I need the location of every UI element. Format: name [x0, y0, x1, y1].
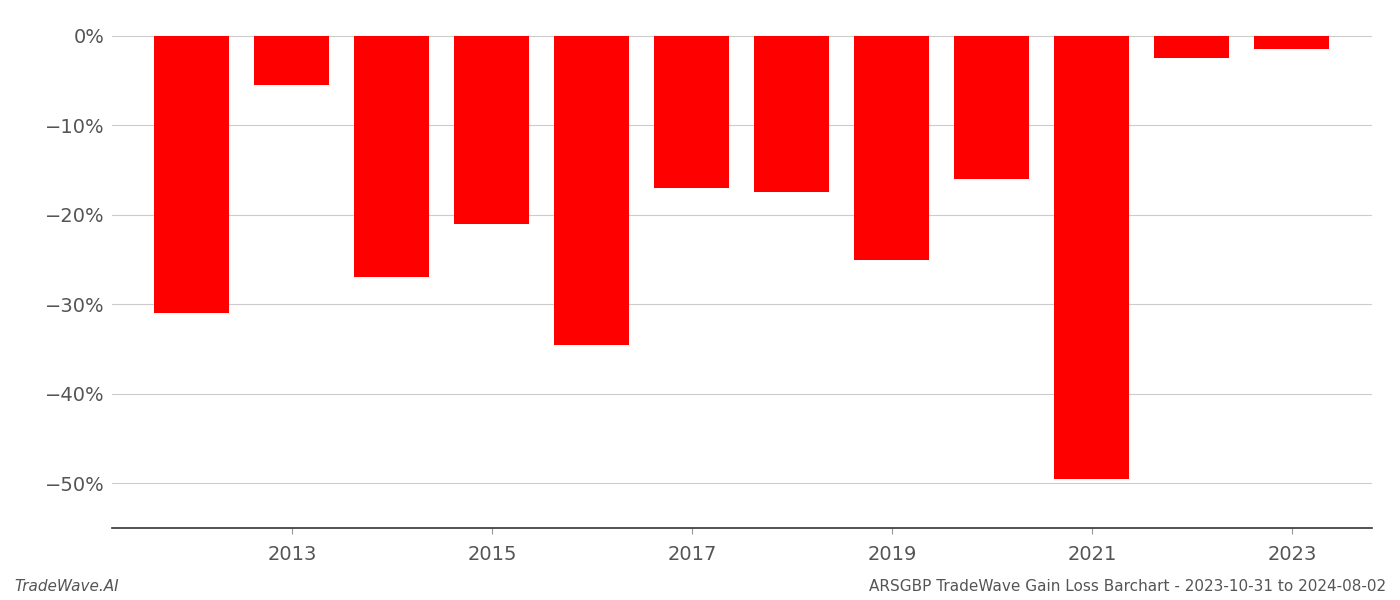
Bar — [354, 36, 430, 277]
Bar — [554, 36, 630, 344]
Bar — [1155, 36, 1229, 58]
Bar — [154, 36, 230, 313]
Bar — [755, 36, 829, 193]
Text: TradeWave.AI: TradeWave.AI — [14, 579, 119, 594]
Bar — [654, 36, 729, 188]
Text: ARSGBP TradeWave Gain Loss Barchart - 2023-10-31 to 2024-08-02: ARSGBP TradeWave Gain Loss Barchart - 20… — [869, 579, 1386, 594]
Bar — [955, 36, 1029, 179]
Bar — [854, 36, 930, 260]
Bar — [455, 36, 529, 224]
Bar — [1054, 36, 1130, 479]
Bar — [255, 36, 329, 85]
Bar — [1254, 36, 1330, 49]
